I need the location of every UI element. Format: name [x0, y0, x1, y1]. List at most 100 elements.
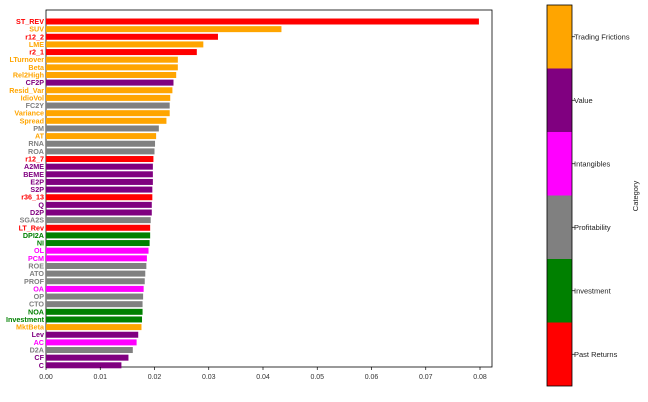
- bar-r12-7: [46, 156, 154, 163]
- bar-a2me: [46, 163, 153, 170]
- y-label-cf2p: CF2P: [26, 78, 45, 87]
- bar-oa: [46, 285, 144, 292]
- bar-lme: [46, 41, 204, 48]
- bar-mktbeta: [46, 324, 142, 331]
- bar-variance: [46, 110, 170, 117]
- y-label-variance: Variance: [14, 109, 44, 118]
- x-tick-label: 0.05: [310, 374, 324, 381]
- y-label-lturnover: LTurnover: [10, 55, 45, 64]
- y-label-suv: SUV: [29, 25, 44, 34]
- y-label-sga2s: SGA2S: [20, 216, 45, 225]
- x-tick-label: 0.03: [202, 374, 216, 381]
- bar-cf2p: [46, 79, 174, 86]
- bar-e2p: [46, 178, 153, 185]
- y-label-roe: ROE: [28, 261, 44, 270]
- y-label-rna: RNA: [28, 139, 44, 148]
- x-ticks: 0.00 0.01 0.02 0.03 0.04 0.05 0.06 0.07 0.08: [39, 367, 487, 381]
- bar-ato: [46, 270, 146, 277]
- y-label-r36-13: r36_13: [21, 193, 44, 202]
- colorbar-label-trading-frictions: Trading Frictions: [574, 32, 630, 41]
- bar-pm: [46, 125, 159, 132]
- colorbar-swatch-investment: [547, 259, 572, 323]
- bar-resid-var: [46, 87, 173, 94]
- y-label-op: OP: [34, 292, 45, 301]
- bar-lev: [46, 331, 139, 338]
- y-label-beta: Beta: [28, 63, 45, 72]
- x-tick-label: 0.04: [256, 374, 270, 381]
- bar-suv: [46, 26, 282, 33]
- colorbar-swatch-value: [547, 68, 572, 132]
- y-label-s2p: S2P: [30, 185, 44, 194]
- y-label-oa: OA: [33, 284, 44, 293]
- y-label-a2me: A2ME: [24, 162, 44, 171]
- colorbar-label-past-returns: Past Returns: [574, 350, 618, 359]
- y-tick-labels: ST_REVSUVr12_2LMEr2_1LTurnoverBetaRel2Hi…: [6, 17, 45, 370]
- y-label-ac: AC: [34, 338, 44, 347]
- bar-q: [46, 201, 152, 208]
- bar-idiovol: [46, 94, 171, 101]
- x-tick-label: 0.00: [39, 374, 53, 381]
- x-tick-label: 0.01: [93, 374, 107, 381]
- x-tick-label: 0.07: [419, 374, 433, 381]
- x-tick-label: 0.06: [365, 374, 379, 381]
- bars-group: [46, 18, 479, 369]
- bar-rna: [46, 140, 156, 147]
- y-label-c: C: [39, 361, 44, 370]
- bar-fc2y: [46, 102, 170, 109]
- bar-r12-2: [46, 33, 218, 40]
- bar-at: [46, 133, 157, 140]
- y-label-at: AT: [35, 132, 45, 141]
- colorbar-swatch-past-returns: [547, 322, 572, 386]
- bar-cf: [46, 354, 129, 361]
- y-label-fc2y: FC2Y: [26, 101, 45, 110]
- y-label-resid-var: Resid_Var: [9, 86, 44, 95]
- y-label-noa: NOA: [28, 307, 44, 316]
- y-label-roa: ROA: [28, 147, 44, 156]
- bar-sga2s: [46, 217, 151, 224]
- x-tick-label: 0.02: [148, 374, 162, 381]
- bar-prof: [46, 278, 145, 285]
- y-label-spread: Spread: [20, 116, 44, 125]
- y-label-pcm: PCM: [28, 254, 44, 263]
- x-tick-label: 0.08: [473, 374, 487, 381]
- colorbar-frame: [546, 4, 573, 387]
- y-label-prof: PROF: [24, 277, 45, 286]
- bar-cto: [46, 301, 143, 308]
- bar-noa: [46, 308, 143, 315]
- bar-ac: [46, 339, 137, 346]
- y-label-mktbeta: MktBeta: [16, 323, 45, 332]
- y-label-r12-2: r12_2: [25, 32, 44, 41]
- colorbar-swatch-profitability: [547, 195, 572, 259]
- y-label-cf: CF: [34, 353, 44, 362]
- bar-investment: [46, 316, 143, 323]
- colorbar-swatch-intangibles: [547, 132, 572, 196]
- y-label-d2a: D2A: [30, 346, 44, 355]
- bar-lturnover: [46, 56, 178, 63]
- bar-r36-13: [46, 194, 153, 201]
- y-label-ol: OL: [34, 246, 45, 255]
- bar-d2a: [46, 347, 133, 354]
- bar-pcm: [46, 255, 147, 262]
- y-label-r12-7: r12_7: [25, 155, 44, 164]
- y-label-lt-rev: LT_Rev: [19, 223, 44, 232]
- y-label-d2p: D2P: [30, 208, 44, 217]
- y-label-pm: PM: [33, 124, 44, 133]
- bar-ol: [46, 247, 149, 254]
- colorbar-label-profitability: Profitability: [574, 223, 611, 232]
- bar-rel2high: [46, 71, 177, 78]
- bar-d2p: [46, 209, 152, 216]
- y-label-lev: Lev: [32, 330, 44, 339]
- category-colorbar: Trading Frictions Value Intangibles Profita…: [546, 4, 630, 387]
- colorbar-label-intangibles: Intangibles: [574, 159, 611, 168]
- bar-lt-rev: [46, 224, 151, 231]
- y-label-ato: ATO: [29, 269, 44, 278]
- y-label-ni: NI: [37, 239, 44, 248]
- y-label-st-rev: ST_REV: [16, 17, 44, 26]
- y-label-dpi2a: DPI2A: [23, 231, 44, 240]
- bar-ni: [46, 240, 150, 247]
- y-label-r2-1: r2_1: [29, 48, 44, 57]
- y-label-investment: Investment: [6, 315, 45, 324]
- bar-beme: [46, 171, 153, 178]
- y-label-beme: BEME: [23, 170, 44, 179]
